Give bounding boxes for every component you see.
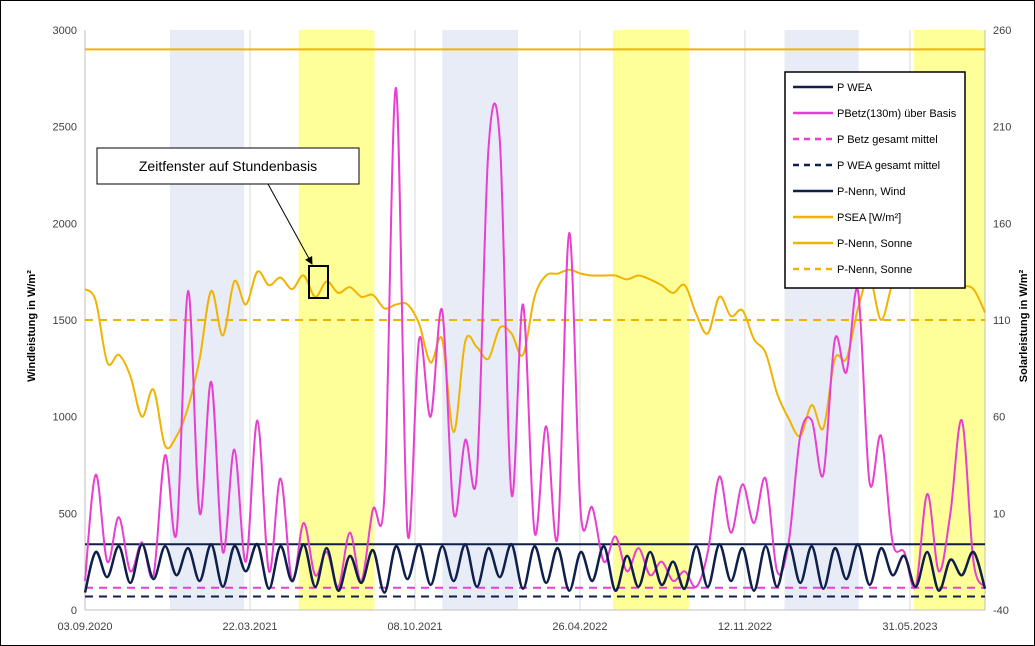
annotation: Zeitfenster auf Stundenbasis: [96, 147, 360, 299]
legend: P WEA PBetz(130m) über Basis P Betz gesamt…: [784, 71, 966, 289]
x-tick-label: 31.05.2023: [882, 621, 937, 633]
y-tick-left: 500: [59, 508, 77, 520]
y-axis-label-left: Windleistung in W/m²: [26, 270, 38, 382]
legend-box: [784, 71, 966, 289]
y-tick-left: 2000: [53, 218, 77, 230]
y-tick-left: 1500: [53, 315, 77, 327]
y-tick-right: 110: [993, 315, 1011, 327]
series-psea-w-m-line: [84, 267, 986, 450]
y-tick-right: 210: [993, 122, 1011, 134]
annotation-window-box: [308, 265, 329, 299]
series-pbetz-130m-ber-basis-line: [84, 86, 986, 590]
y-tick-left: 3000: [53, 25, 77, 37]
y-axis-label-right: Solarleistung in W/m²: [1018, 269, 1030, 382]
y-tick-right: -40: [993, 605, 1009, 617]
x-tick-label: 03.09.2020: [57, 621, 112, 633]
tick-labels: 0 500 1000 1500 2000 2500 3000 -40 10 60 110 160 210…: [53, 25, 1012, 633]
y-tick-left: 1000: [53, 412, 77, 424]
legend-label: P-Nenn, Sonne: [837, 264, 912, 276]
x-tick-label: 26.04.2022: [552, 621, 607, 633]
y-tick-right: 10: [993, 508, 1005, 520]
series-p-wea-line: [83, 543, 987, 594]
y-tick-right: 260: [993, 25, 1011, 37]
legend-label: P Betz gesamt mittel: [837, 134, 938, 146]
legend-label: P-Nenn, Sonne: [837, 238, 912, 250]
annotation-arrow: [267, 183, 313, 265]
legend-label: PBetz(130m) über Basis: [837, 108, 957, 120]
legend-label: PSEA [W/m²]: [837, 212, 901, 224]
legend-label: P-Nenn, Wind: [837, 186, 905, 198]
legend-label: P WEA gesamt mittel: [837, 160, 940, 172]
y-tick-right: 160: [993, 218, 1011, 230]
annotation-text: Zeitfenster auf Stundenbasis: [139, 158, 317, 174]
y-tick-left: 0: [71, 605, 77, 617]
x-tick-label: 22.03.2021: [222, 621, 277, 633]
season-band-winter: [169, 30, 245, 610]
x-tick-label: 08.10.2021: [387, 621, 442, 633]
y-tick-left: 2500: [53, 122, 77, 134]
annotation-box: [96, 147, 360, 185]
series-lines: [83, 48, 987, 598]
legend-label: P WEA: [837, 82, 873, 94]
x-tick-label: 12.11.2022: [718, 621, 772, 633]
y-tick-right: 60: [993, 412, 1005, 424]
